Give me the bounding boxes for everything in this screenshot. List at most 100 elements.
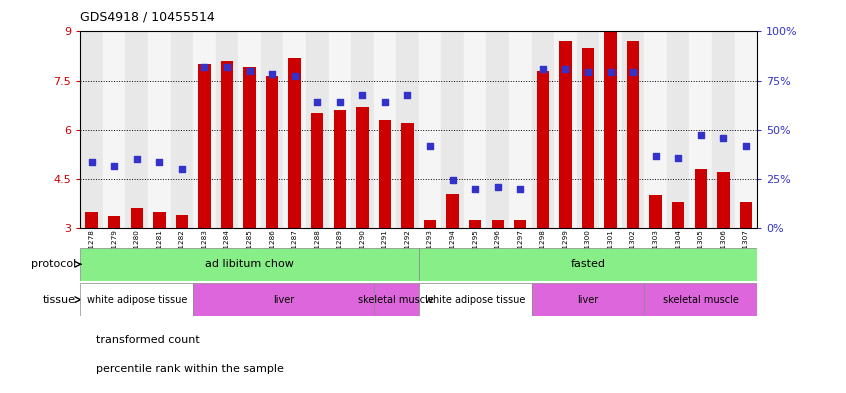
- Text: GDS4918 / 10455514: GDS4918 / 10455514: [80, 11, 215, 24]
- Point: [288, 72, 301, 79]
- Bar: [419, 248, 757, 281]
- Bar: [311, 113, 323, 228]
- Bar: [695, 169, 707, 228]
- Bar: [356, 107, 369, 228]
- Bar: [717, 172, 729, 228]
- Bar: [469, 220, 481, 228]
- Bar: [622, 31, 645, 228]
- Bar: [130, 208, 143, 228]
- Text: white adipose tissue: white adipose tissue: [425, 295, 525, 305]
- Bar: [531, 31, 554, 228]
- Bar: [193, 283, 374, 316]
- Bar: [153, 211, 166, 228]
- Text: transformed count: transformed count: [96, 335, 200, 345]
- Bar: [216, 31, 239, 228]
- Bar: [712, 31, 734, 228]
- Bar: [689, 31, 712, 228]
- Bar: [509, 31, 531, 228]
- Bar: [396, 31, 419, 228]
- Bar: [261, 31, 283, 228]
- Point: [558, 66, 572, 72]
- Text: liver: liver: [577, 295, 599, 305]
- Point: [152, 159, 166, 165]
- Bar: [531, 283, 645, 316]
- Point: [604, 69, 618, 75]
- Point: [175, 166, 189, 172]
- Point: [717, 135, 730, 141]
- Bar: [198, 64, 211, 228]
- Text: tissue: tissue: [43, 295, 76, 305]
- Text: percentile rank within the sample: percentile rank within the sample: [96, 364, 283, 375]
- Bar: [577, 31, 599, 228]
- Bar: [239, 31, 261, 228]
- Text: skeletal muscle: skeletal muscle: [662, 295, 739, 305]
- Bar: [266, 75, 278, 228]
- Point: [220, 64, 233, 71]
- Bar: [582, 48, 594, 228]
- Point: [310, 99, 324, 105]
- Bar: [80, 248, 419, 281]
- Bar: [599, 31, 622, 228]
- Point: [469, 185, 482, 192]
- Point: [626, 69, 640, 75]
- Point: [85, 159, 98, 165]
- Text: skeletal muscle: skeletal muscle: [358, 295, 434, 305]
- Bar: [419, 31, 442, 228]
- Bar: [108, 217, 120, 228]
- Text: protocol: protocol: [31, 259, 76, 269]
- Bar: [667, 31, 689, 228]
- Point: [491, 184, 504, 190]
- Bar: [103, 31, 125, 228]
- Point: [333, 99, 347, 105]
- Bar: [424, 220, 437, 228]
- Bar: [288, 58, 301, 228]
- Bar: [645, 31, 667, 228]
- Point: [130, 156, 144, 162]
- Point: [107, 163, 121, 169]
- Bar: [176, 215, 188, 228]
- Point: [378, 99, 392, 105]
- Point: [536, 66, 550, 72]
- Point: [649, 153, 662, 159]
- Bar: [283, 31, 306, 228]
- Bar: [333, 110, 346, 228]
- Bar: [734, 31, 757, 228]
- Bar: [306, 31, 328, 228]
- Bar: [650, 195, 662, 228]
- Text: white adipose tissue: white adipose tissue: [86, 295, 187, 305]
- Bar: [536, 71, 549, 228]
- Bar: [148, 31, 171, 228]
- Bar: [401, 123, 414, 228]
- Point: [355, 92, 369, 99]
- Bar: [645, 283, 757, 316]
- Point: [266, 71, 279, 77]
- Bar: [125, 31, 148, 228]
- Bar: [374, 31, 396, 228]
- Bar: [80, 283, 193, 316]
- Bar: [739, 202, 752, 228]
- Point: [739, 143, 753, 149]
- Bar: [447, 193, 459, 228]
- Bar: [374, 283, 419, 316]
- Bar: [221, 61, 233, 228]
- Bar: [492, 220, 504, 228]
- Bar: [554, 31, 577, 228]
- Bar: [559, 41, 572, 228]
- Point: [446, 177, 459, 184]
- Bar: [193, 31, 216, 228]
- Bar: [351, 31, 374, 228]
- Bar: [672, 202, 684, 228]
- Text: ad libitum chow: ad libitum chow: [205, 259, 294, 269]
- Bar: [171, 31, 193, 228]
- Point: [401, 92, 415, 99]
- Bar: [328, 31, 351, 228]
- Bar: [85, 211, 98, 228]
- Point: [198, 64, 212, 71]
- Bar: [442, 31, 464, 228]
- Point: [514, 185, 527, 192]
- Bar: [486, 31, 509, 228]
- Bar: [464, 31, 486, 228]
- Bar: [244, 68, 255, 228]
- Text: fasted: fasted: [570, 259, 606, 269]
- Text: liver: liver: [272, 295, 294, 305]
